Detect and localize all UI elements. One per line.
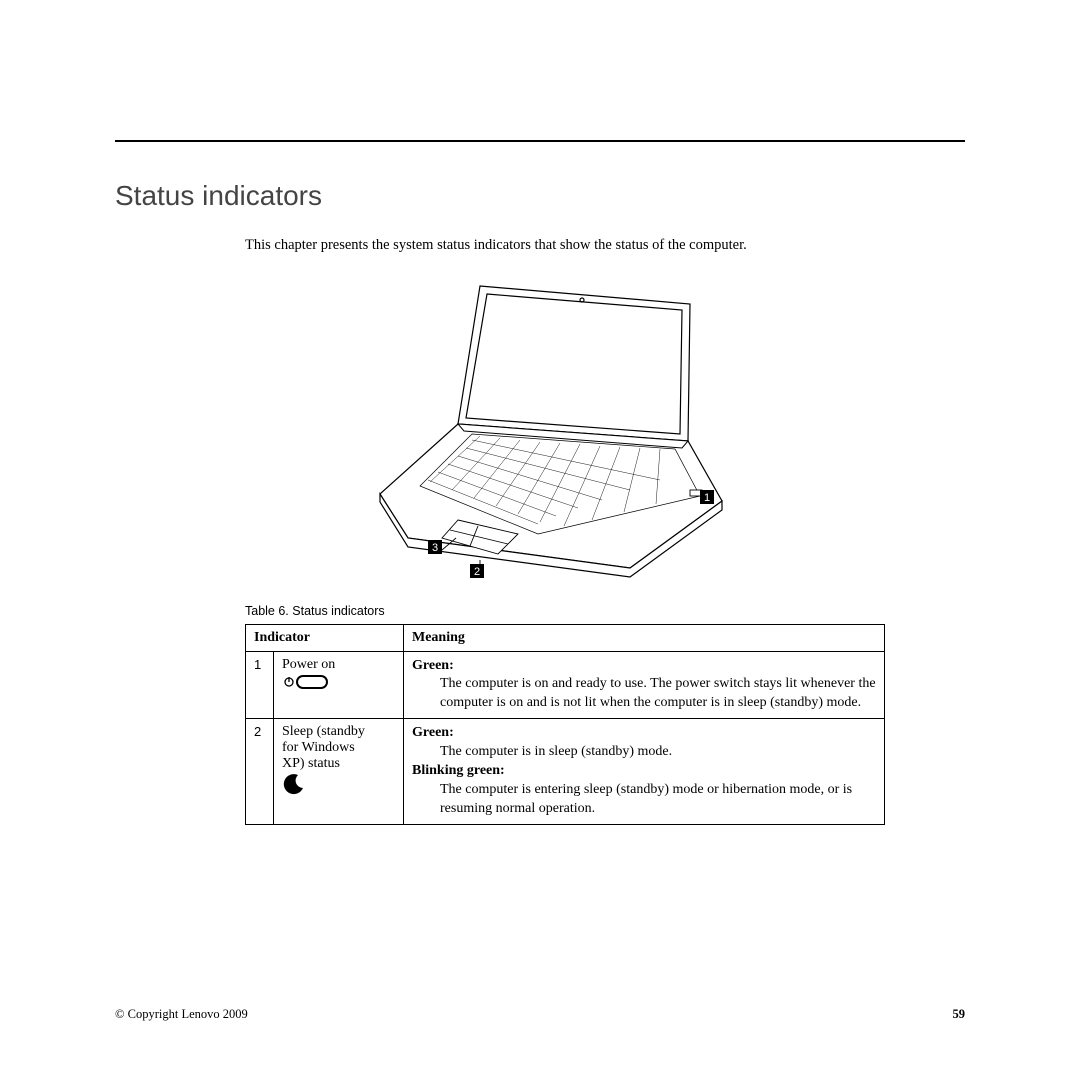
callout-1-label: 1 [704, 492, 710, 504]
row2-num: 2 [246, 719, 274, 824]
row2-name: Sleep (standby for Windows XP) status [274, 719, 404, 824]
callout-2-label: 2 [474, 566, 480, 578]
row2-name-line1: Sleep (standby [282, 724, 365, 739]
horizontal-rule [115, 140, 965, 142]
sleep-icon [282, 772, 306, 796]
row1-meaning: Green: The computer is on and ready to u… [404, 651, 885, 719]
row2-green-text: The computer is in sleep (standby) mode. [440, 743, 876, 762]
intro-paragraph: This chapter presents the system status … [245, 236, 965, 256]
laptop-svg: 1 2 3 [330, 276, 750, 586]
row1-green-text: The computer is on and ready to use. The… [440, 675, 876, 713]
indicator-table: Indicator Meaning 1 Power on Green: The … [245, 624, 885, 825]
row2-blinking-label: Blinking green: [412, 763, 505, 778]
table-caption: Table 6. Status indicators [245, 604, 965, 618]
page-title: Status indicators [115, 180, 965, 212]
row2-name-line3: XP) status [282, 756, 340, 771]
row2-name-line2: for Windows [282, 740, 355, 755]
laptop-diagram: 1 2 3 [115, 276, 965, 586]
table-header-row: Indicator Meaning [246, 624, 885, 651]
row2-meaning: Green: The computer is in sleep (standby… [404, 719, 885, 824]
copyright-text: © Copyright Lenovo 2009 [115, 1007, 248, 1022]
power-on-icon [282, 673, 332, 691]
page-footer: © Copyright Lenovo 2009 59 [115, 1007, 965, 1022]
row1-num: 1 [246, 651, 274, 719]
table-row: 1 Power on Green: The computer is on and… [246, 651, 885, 719]
table-row: 2 Sleep (standby for Windows XP) status … [246, 719, 885, 824]
row2-blinking-text: The computer is entering sleep (standby)… [440, 781, 876, 819]
row1-name: Power on [274, 651, 404, 719]
row1-green-label: Green: [412, 658, 454, 673]
header-meaning: Meaning [404, 624, 885, 651]
header-indicator: Indicator [246, 624, 404, 651]
page-number: 59 [953, 1007, 966, 1022]
row1-name-text: Power on [282, 657, 335, 672]
callout-3-label: 3 [432, 542, 438, 554]
row2-green-label: Green: [412, 725, 454, 740]
